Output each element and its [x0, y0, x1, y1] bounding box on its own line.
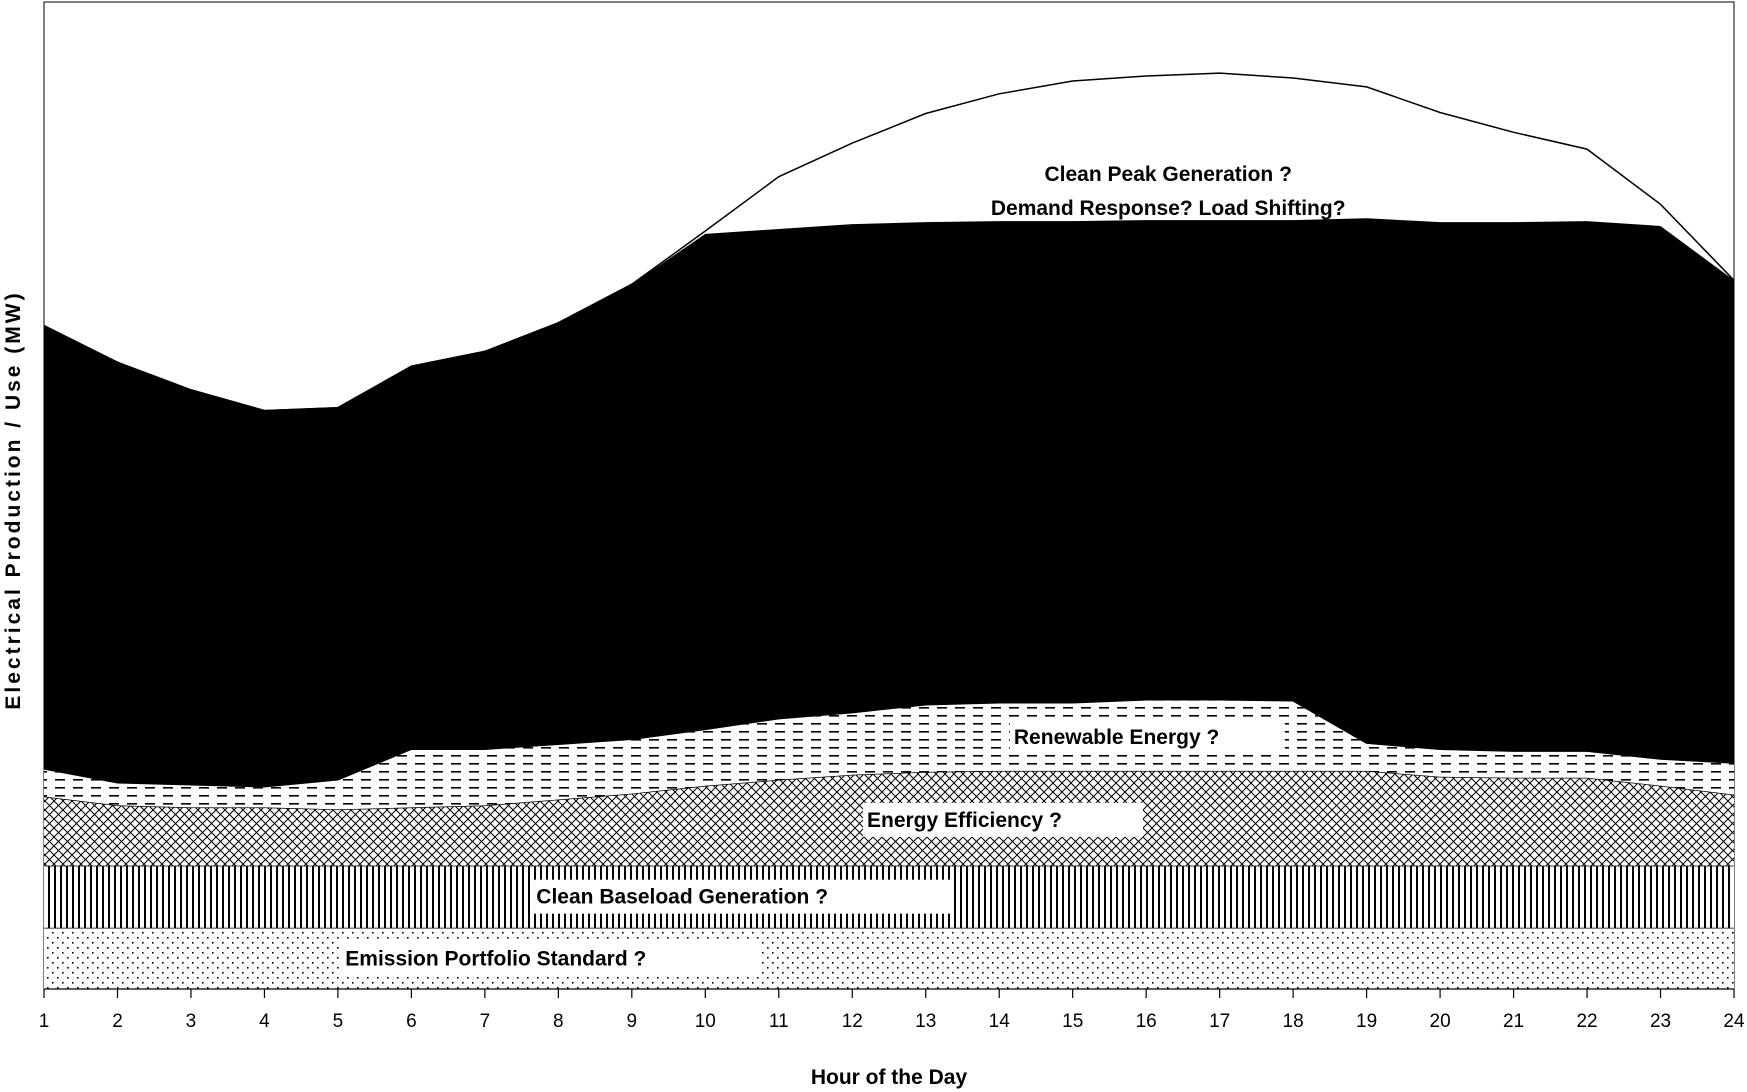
band-label-boxes	[341, 719, 1285, 976]
x-tick-label-21: 21	[1503, 1011, 1524, 1032]
x-tick-label-1: 1	[39, 1011, 50, 1032]
x-tick-label-18: 18	[1283, 1011, 1304, 1032]
x-tick-label-2: 2	[112, 1011, 123, 1032]
area-band-3	[44, 699, 1734, 810]
x-tick-label-24: 24	[1723, 1011, 1745, 1032]
area-band-0	[44, 927, 1734, 989]
x-tick-label-22: 22	[1576, 1011, 1597, 1032]
area-band-4	[44, 218, 1734, 787]
x-axis-title: Hour of the Day	[811, 1066, 968, 1089]
x-tick-label-12: 12	[842, 1011, 863, 1032]
x-tick-label-6: 6	[406, 1011, 417, 1032]
band-label-2: Energy Efficiency ?	[867, 809, 1062, 832]
x-tick-label-8: 8	[553, 1011, 564, 1032]
x-tick-label-4: 4	[259, 1011, 270, 1032]
x-tick-label-5: 5	[333, 1011, 344, 1032]
x-tick-label-10: 10	[695, 1011, 716, 1032]
x-tick-label-13: 13	[915, 1011, 936, 1032]
area-band-5-outline	[43, 72, 1735, 412]
band-label-0: Emission Portfolio Standard ?	[345, 947, 646, 970]
annotation-0: Clean Peak Generation ?	[1044, 163, 1291, 186]
annotation-1: Demand Response? Load Shifting?	[991, 197, 1346, 220]
area-band-5	[44, 73, 1734, 411]
x-tick-label-19: 19	[1356, 1011, 1377, 1032]
x-tick-label-23: 23	[1650, 1011, 1671, 1032]
x-tick-label-7: 7	[480, 1011, 491, 1032]
x-tick-label-16: 16	[1136, 1011, 1157, 1032]
band-label-box-0	[341, 941, 762, 976]
x-axis-ticks: 1 2 3 4 5 6 7 8 9 10 11 12 13 14 15 16 17 18 19 20 21 22 23 24	[39, 989, 1745, 1032]
x-tick-label-17: 17	[1209, 1011, 1230, 1032]
band-label-1: Clean Baseload Generation ?	[536, 886, 828, 909]
band-label-box-3	[1009, 719, 1285, 754]
band-label-3: Renewable Energy ?	[1014, 726, 1219, 749]
x-tick-label-20: 20	[1430, 1011, 1451, 1032]
x-tick-label-3: 3	[186, 1011, 197, 1032]
band-label-box-1	[532, 879, 953, 914]
y-axis-title: Electrical Production / Use (MW)	[2, 290, 25, 709]
x-tick-label-9: 9	[627, 1011, 638, 1032]
x-tick-label-14: 14	[989, 1011, 1011, 1032]
x-tick-label-15: 15	[1062, 1011, 1083, 1032]
band-labels: Emission Portfolio Standard ? Clean Basel…	[345, 163, 1345, 970]
band-label-box-2	[863, 802, 1143, 837]
x-tick-label-11: 11	[769, 1011, 789, 1032]
